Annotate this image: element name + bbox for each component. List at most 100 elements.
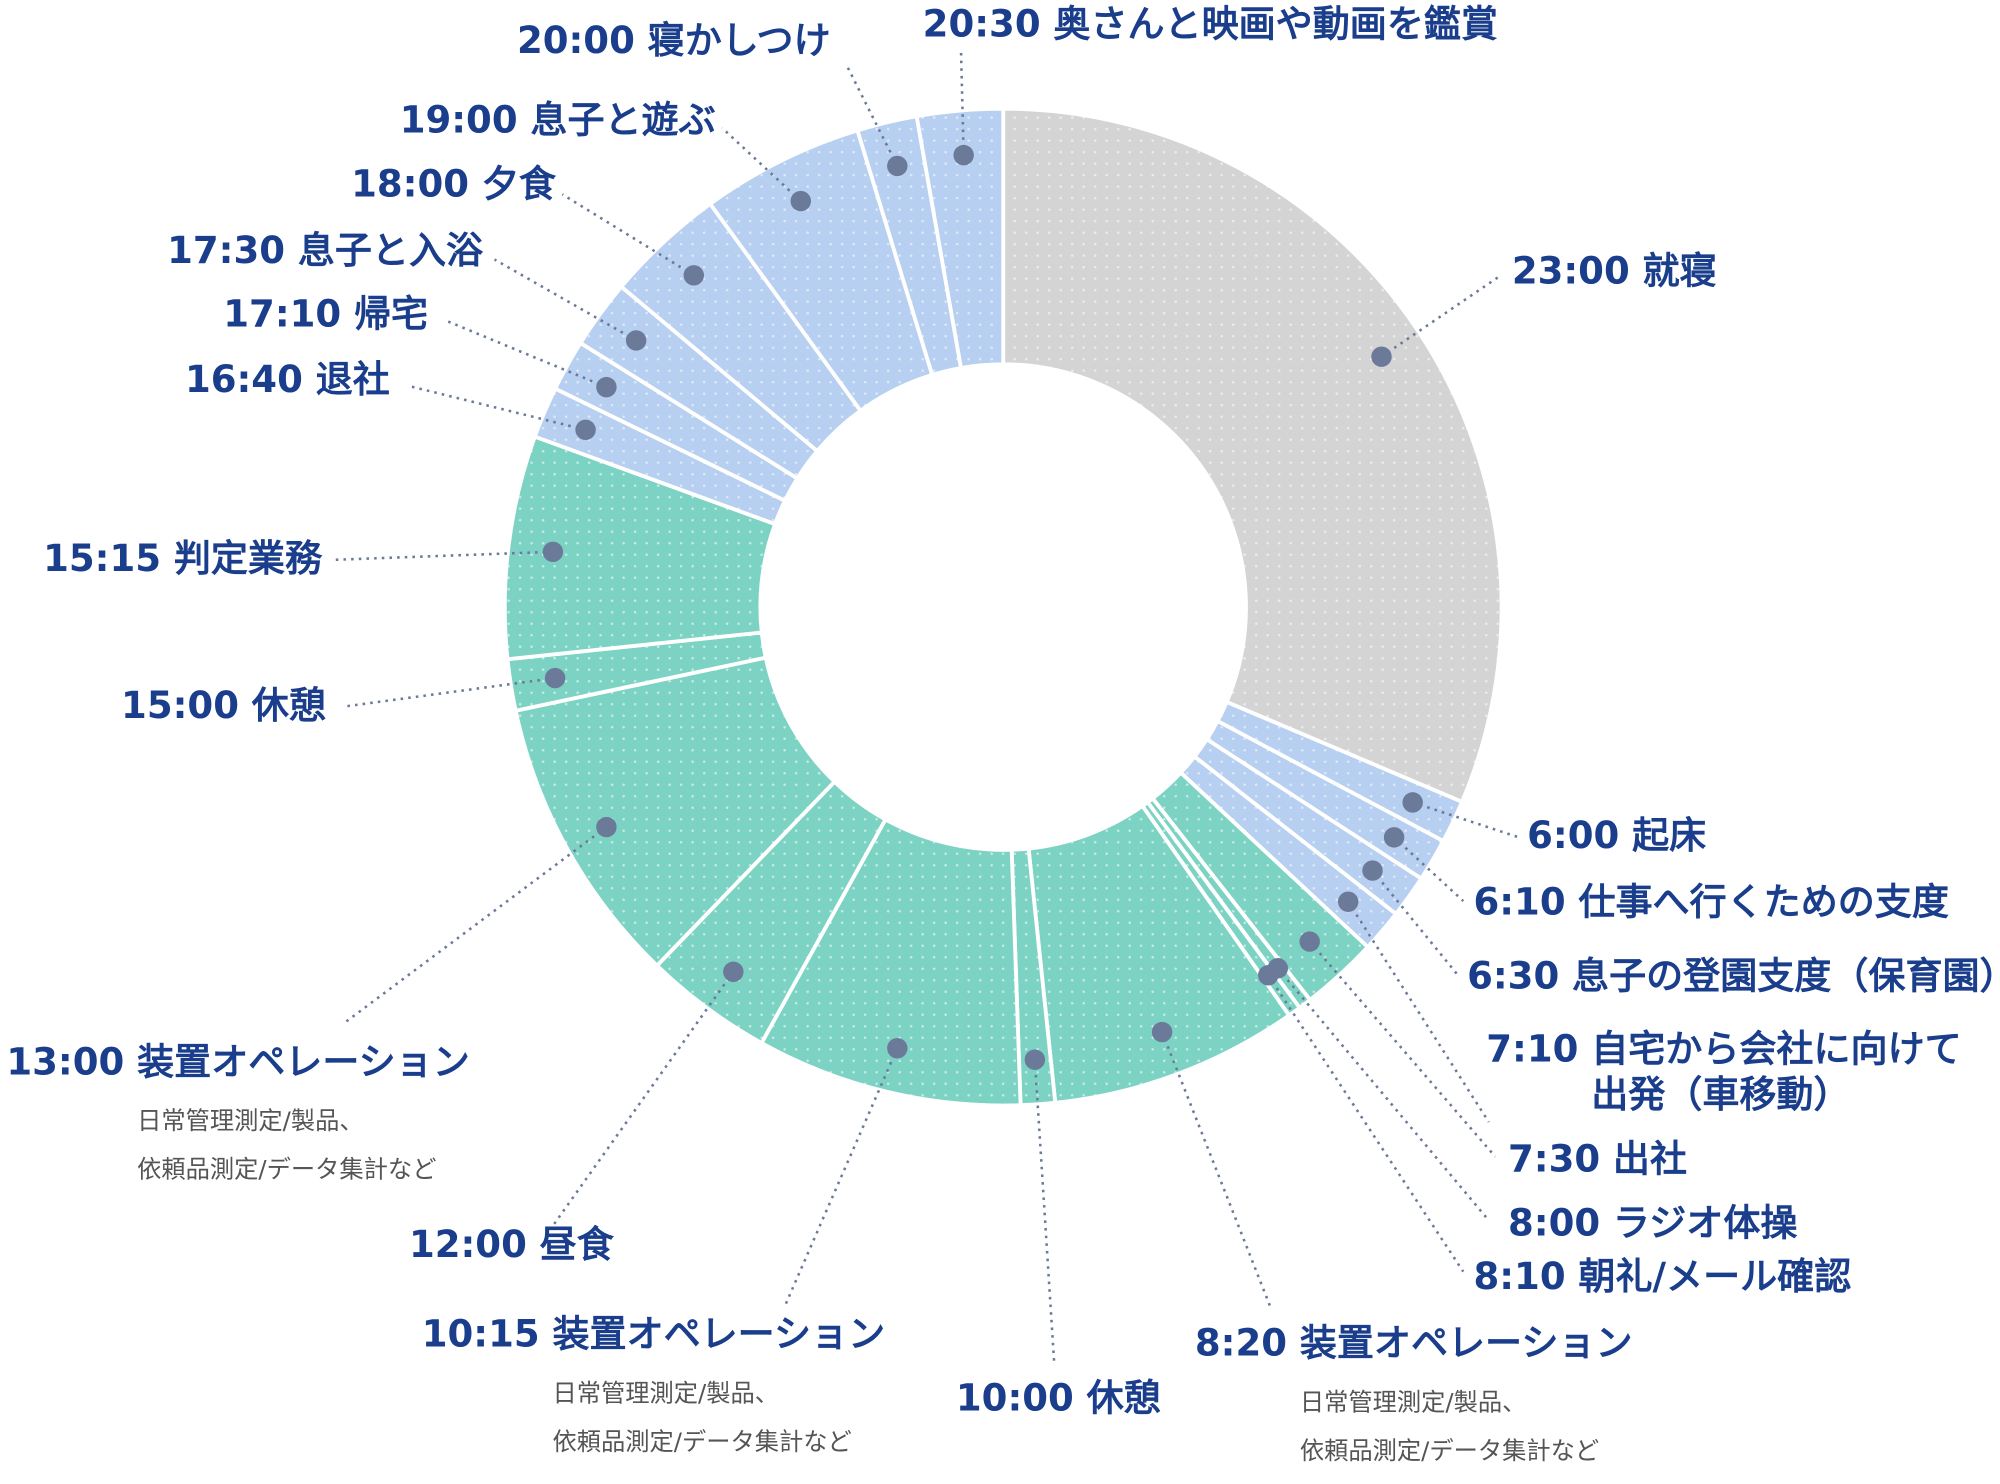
- label-activity: 休憩: [251, 683, 326, 726]
- segment: [1001, 106, 1504, 805]
- label: 17:10 帰宅: [223, 292, 428, 335]
- marker-dot: [596, 816, 617, 838]
- label-time: 7:10: [1486, 1027, 1578, 1070]
- leader-line: [959, 51, 965, 156]
- label: 23:00 就寝: [1512, 249, 1717, 292]
- label-time: 8:20: [1195, 1321, 1287, 1364]
- marker-dot: [625, 330, 647, 351]
- label-activity: 出発（車移動）: [1591, 1073, 1850, 1116]
- marker-dot: [596, 376, 617, 398]
- label-description: 日常管理測定/製品、: [137, 1106, 364, 1135]
- label-time: 17:30: [167, 228, 285, 271]
- label-time: 16:40: [185, 357, 303, 400]
- marker-dot: [1299, 931, 1320, 952]
- leader-line: [342, 676, 556, 709]
- label-time: 23:00: [1512, 249, 1630, 292]
- leader-line: [784, 1047, 899, 1305]
- marker-dot: [1402, 792, 1423, 813]
- label: 15:15 判定業務: [43, 536, 323, 579]
- label: 18:00 夕食: [351, 162, 557, 205]
- leader-line: [1033, 1059, 1056, 1366]
- label-activity: ラジオ体操: [1613, 1201, 1797, 1244]
- leader-line: [551, 971, 735, 1228]
- label-activity: 装置オペレーション: [137, 1040, 470, 1083]
- leader-line: [1380, 273, 1503, 358]
- marker-dot: [887, 155, 908, 177]
- label-description: 依頼品測定/データ集計など: [552, 1427, 851, 1456]
- label: 10:00 休憩: [956, 1376, 1161, 1419]
- leader-line: [721, 126, 802, 203]
- marker-dot: [1362, 860, 1383, 881]
- label-time: 6:00: [1527, 814, 1619, 857]
- label-activity: 昼食: [540, 1223, 615, 1266]
- marker-dot: [887, 1038, 908, 1059]
- label-time: 8:10: [1473, 1255, 1565, 1298]
- leader-line: [1347, 901, 1490, 1123]
- label: 12:00 昼食: [409, 1223, 615, 1266]
- label: 6:10 仕事へ行くための支度: [1473, 880, 1948, 923]
- label-time: 20:30: [923, 2, 1041, 45]
- label-time: 19:00: [400, 98, 518, 141]
- leader-line: [334, 550, 553, 562]
- leader-line: [1308, 940, 1497, 1158]
- label-activity: 就寝: [1643, 249, 1717, 292]
- marker-dot: [1151, 1021, 1173, 1043]
- marker-dot: [1383, 827, 1405, 848]
- label: 8:10 朝礼/メール確認: [1473, 1255, 1851, 1298]
- label-time: 13:00: [6, 1040, 124, 1083]
- marker-dot: [542, 541, 564, 563]
- label-time: 10:15: [422, 1312, 540, 1355]
- label: 8:00 ラジオ体操: [1508, 1201, 1797, 1244]
- marker-dot: [723, 961, 744, 983]
- label-activity: 判定業務: [174, 536, 323, 579]
- label: 13:00 装置オペレーション: [6, 1040, 469, 1083]
- label-time: 6:30: [1467, 954, 1559, 997]
- marker-dot: [575, 419, 596, 441]
- label: 6:00 起床: [1527, 814, 1706, 857]
- label: 10:15 装置オペレーション: [422, 1312, 885, 1355]
- label-activity: 夕食: [482, 162, 557, 205]
- label: 16:40 退社: [185, 357, 390, 400]
- label-description: 依頼品測定/データ集計など: [1300, 1436, 1599, 1465]
- label: 20:00 寝かしつけ: [517, 19, 831, 62]
- label-activity: 休憩: [1086, 1376, 1161, 1419]
- label-activity: 息子と入浴: [298, 228, 484, 271]
- label: 6:30 息子の登園支度（保育園）: [1467, 954, 2000, 997]
- leader-line: [561, 193, 695, 277]
- label: 7:30 出社: [1508, 1137, 1687, 1180]
- leader-line: [344, 826, 608, 1024]
- label-activity: 朝礼/メール確認: [1578, 1255, 1851, 1298]
- label-activity: 仕事へ行くための支度: [1578, 880, 1948, 923]
- label: 7:10 自宅から会社に向けて: [1486, 1027, 1961, 1070]
- label-time: 10:00: [956, 1376, 1074, 1419]
- marker-dot: [1024, 1049, 1046, 1070]
- label-activity: 出社: [1613, 1137, 1687, 1180]
- label-time: 7:30: [1508, 1137, 1600, 1180]
- marker-dot: [683, 265, 705, 286]
- leader-line: [442, 318, 607, 389]
- marker-dot: [1371, 346, 1392, 367]
- label-description: 依頼品測定/データ集計など: [137, 1155, 436, 1184]
- label-time: 8:00: [1508, 1201, 1600, 1244]
- leader-line: [1276, 967, 1490, 1222]
- label-time: 12:00: [409, 1223, 527, 1266]
- label-activity: 息子の登園支度（保育園）: [1572, 954, 2000, 997]
- label-activity: 息子と遊ぶ: [530, 98, 715, 141]
- marker-dot: [790, 190, 811, 212]
- label-description: 日常管理測定/製品、: [552, 1378, 779, 1407]
- label-activity: 退社: [316, 357, 390, 400]
- label: 19:00 息子と遊ぶ: [400, 98, 716, 141]
- label: 17:30 息子と入浴: [167, 228, 484, 271]
- label-activity: 起床: [1632, 814, 1706, 857]
- label-activity: 装置オペレーション: [552, 1312, 885, 1355]
- label: 15:00 休憩: [121, 683, 326, 726]
- label-time: 18:00: [351, 162, 469, 205]
- label-activity: 帰宅: [354, 292, 428, 335]
- label-activity: 奥さんと映画や動画を鑑賞: [1053, 2, 1498, 45]
- label-activity: 装置オペレーション: [1300, 1321, 1633, 1364]
- leader-line: [1393, 836, 1465, 902]
- leader-line: [1412, 801, 1519, 839]
- label-time: 20:00: [517, 19, 635, 62]
